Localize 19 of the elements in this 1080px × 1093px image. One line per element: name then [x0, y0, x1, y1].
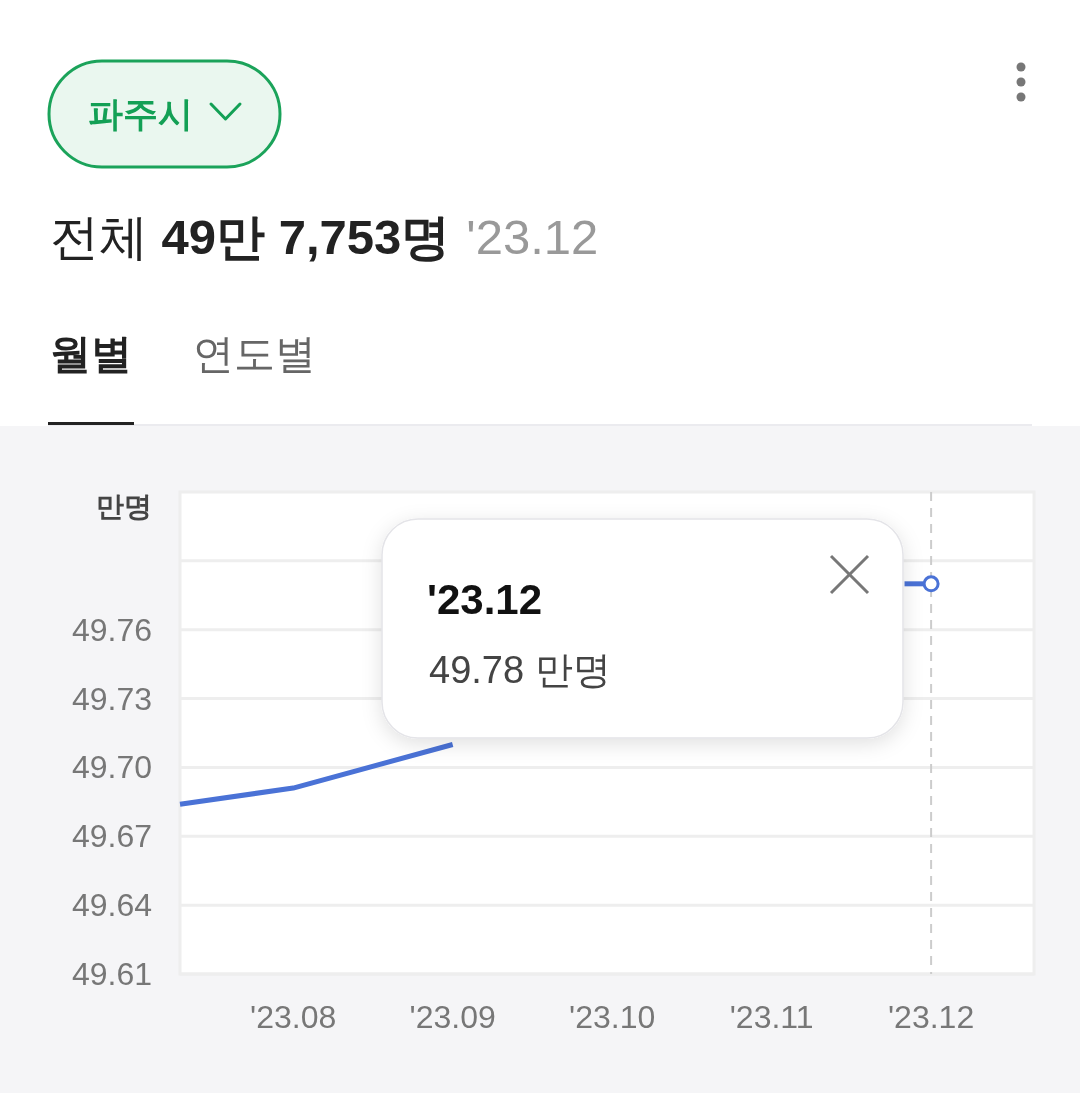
y-tick-label: 49.76	[71, 611, 152, 648]
x-tick-label: '23.12	[888, 999, 975, 1035]
y-axis-title: 만명	[96, 490, 152, 522]
chart-subtitle: '23.12	[466, 210, 599, 264]
annotation: '23.12	[427, 576, 543, 623]
y-tick-label: 49.64	[71, 887, 152, 924]
y-tick-label: 49.70	[71, 749, 152, 786]
text: 월별	[50, 331, 132, 377]
y-tick-label: 49.67	[71, 818, 152, 855]
x-tick-label: '23.10	[569, 999, 656, 1035]
annotation: 49.78 만명	[429, 649, 611, 691]
x-tick-label: '23.08	[250, 999, 337, 1035]
text: 파주시	[88, 94, 193, 133]
text: 연도별	[193, 331, 316, 377]
x-tick-label: '23.09	[409, 999, 496, 1035]
y-tick-label: 49.61	[71, 956, 152, 992]
x-tick-label: '23.11	[729, 999, 814, 1035]
chart-title: 전체 49만 7,753명	[50, 210, 451, 264]
y-tick-label: 49.73	[71, 680, 152, 717]
